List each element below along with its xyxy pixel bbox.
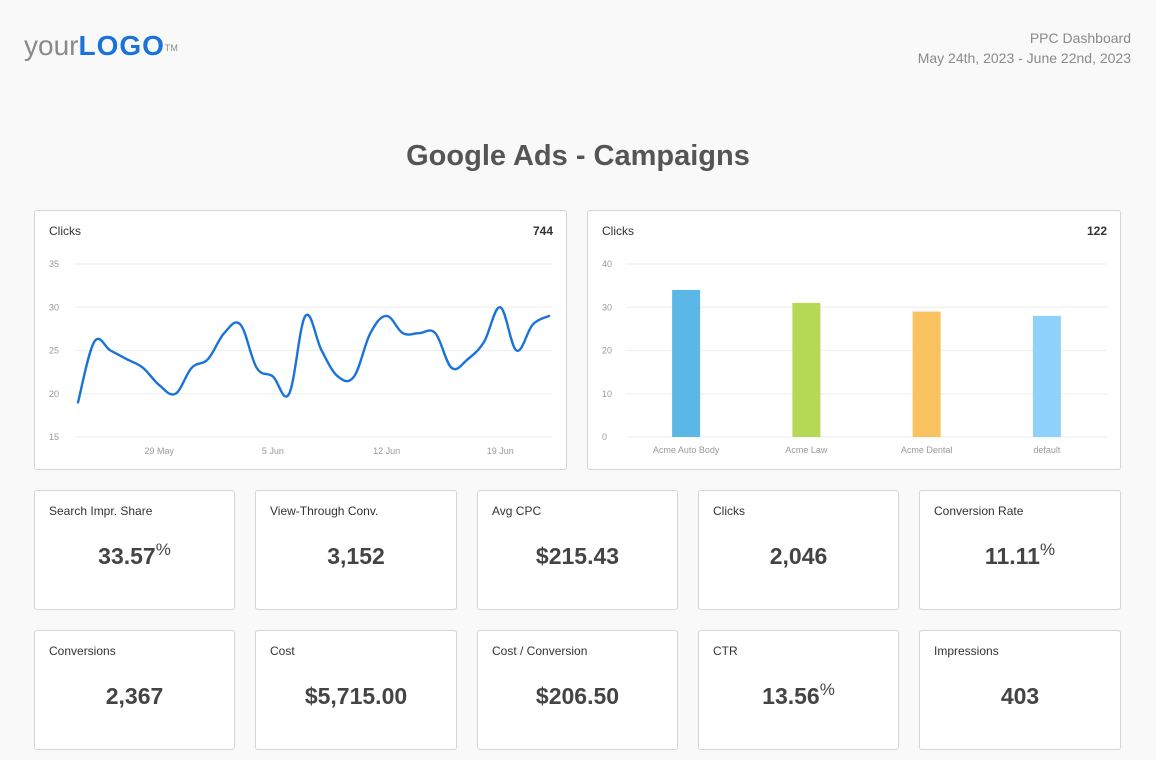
y-tick-label: 25	[49, 346, 59, 356]
kpi-label: View-Through Conv.	[270, 504, 379, 518]
kpi-label: Conversion Rate	[934, 504, 1024, 518]
series-line	[76, 306, 551, 404]
kpi-card-clicks: Clicks 2,046	[698, 490, 899, 610]
logo-mark: LOGO	[78, 30, 165, 61]
clicks-line-chart-card: Clicks 744 15 20 25 30 35 29 May 5 Jun 12 Jun 19…	[34, 210, 567, 470]
x-category-label: Acme Auto Body	[653, 445, 720, 455]
y-tick-label: 20	[49, 389, 59, 399]
chart-total: 122	[1086, 224, 1107, 238]
logo: yourLOGOTM	[24, 28, 178, 64]
bar	[912, 311, 941, 437]
y-tick-label: 20	[602, 346, 612, 356]
kpi-value: 2,367	[105, 683, 164, 709]
x-category-label: Acme Law	[785, 445, 828, 455]
dashboard-name: PPC Dashboard	[1029, 30, 1131, 46]
kpi-label: Impressions	[934, 644, 999, 658]
line-chart: 15 20 25 30 35 29 May 5 Jun 12 Jun 19 Jun	[49, 259, 552, 456]
logo-your: your	[24, 30, 79, 61]
kpi-card-cost: Cost $5,715.00	[255, 630, 457, 750]
chart-title: Clicks	[602, 224, 634, 238]
kpi-value: $206.50	[535, 683, 620, 709]
kpi-card-ctr: CTR 13.56%	[698, 630, 899, 750]
y-tick-label: 35	[49, 259, 59, 269]
y-tick-label: 40	[602, 259, 612, 269]
x-tick-label: 5 Jun	[262, 446, 284, 456]
kpi-label: CTR	[713, 644, 738, 658]
kpi-card-view-through-conv: View-Through Conv. 3,152	[255, 490, 457, 610]
y-tick-label: 30	[49, 302, 59, 312]
bar	[1032, 315, 1061, 437]
kpi-card-avg-cpc: Avg CPC $215.43	[477, 490, 678, 610]
x-category-label: default	[1033, 445, 1061, 455]
kpi-value: 33.57%	[98, 540, 171, 569]
kpi-label: Search Impr. Share	[49, 504, 153, 518]
kpi-card-search-impr-share: Search Impr. Share 33.57%	[34, 490, 235, 610]
kpi-value: $215.43	[535, 543, 620, 569]
y-tick-label: 15	[49, 432, 59, 442]
logo-tm: TM	[164, 43, 178, 53]
kpi-value: $5,715.00	[304, 683, 408, 709]
bar	[792, 302, 821, 437]
kpi-label: Clicks	[713, 504, 745, 518]
kpi-label: Cost	[270, 644, 295, 658]
clicks-bar-chart-card: Clicks 122 0 10 20 30 40 Acme Auto Body Acme L…	[587, 210, 1121, 470]
bar-chart: 0 10 20 30 40 Acme Auto Body Acme Law Acme Dent…	[602, 259, 1107, 455]
kpi-value: 3,152	[327, 543, 385, 569]
x-tick-label: 19 Jun	[487, 446, 514, 456]
bar	[672, 289, 701, 437]
date-range: May 24th, 2023 - June 22nd, 2023	[917, 50, 1131, 66]
x-tick-label: 12 Jun	[373, 446, 400, 456]
kpi-label: Conversions	[49, 644, 116, 658]
kpi-card-cost-per-conversion: Cost / Conversion $206.50	[477, 630, 678, 750]
x-tick-label: 29 May	[144, 446, 174, 456]
kpi-value: 403	[1000, 683, 1040, 709]
kpi-card-conversions: Conversions 2,367	[34, 630, 235, 750]
y-tick-label: 0	[602, 432, 607, 442]
chart-title: Clicks	[49, 224, 81, 238]
kpi-label: Cost / Conversion	[492, 644, 588, 658]
x-category-label: Acme Dental	[901, 445, 953, 455]
page-title: Google Ads - Campaigns	[406, 140, 750, 172]
kpi-value: 13.56%	[762, 680, 835, 709]
kpi-label: Avg CPC	[492, 504, 542, 518]
report-info: PPC Dashboard May 24th, 2023 - June 22nd…	[918, 28, 1131, 68]
kpi-card-impressions: Impressions 403	[919, 630, 1121, 750]
kpi-value: 2,046	[769, 543, 828, 569]
y-tick-label: 10	[602, 389, 612, 399]
kpi-value: 11.11%	[984, 540, 1056, 569]
chart-total: 744	[532, 224, 553, 238]
y-tick-label: 30	[602, 302, 612, 312]
kpi-card-conversion-rate: Conversion Rate 11.11%	[919, 490, 1121, 610]
